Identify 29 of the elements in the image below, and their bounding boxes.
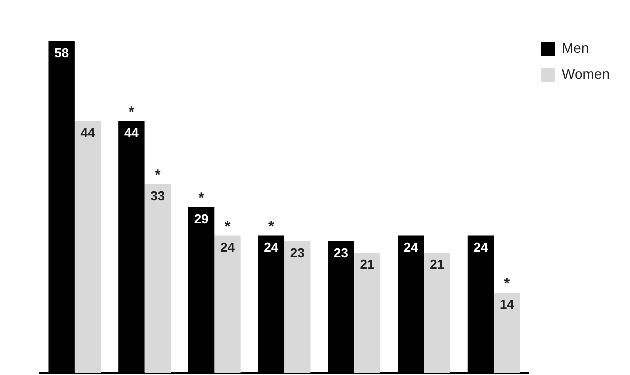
annotation: * <box>224 218 231 236</box>
data-label: 29 <box>194 211 209 226</box>
data-label: 14 <box>500 297 516 312</box>
bar <box>144 184 171 373</box>
bar <box>74 121 102 373</box>
bar <box>354 252 381 373</box>
data-label: 23 <box>290 246 305 261</box>
legend-label: Women <box>562 66 610 82</box>
bar <box>494 292 520 373</box>
data-label: 44 <box>124 126 140 141</box>
data-label: 33 <box>150 188 166 204</box>
bar <box>424 252 450 373</box>
data-label: 24 <box>474 240 489 255</box>
data-label: 21 <box>360 257 375 272</box>
legend-label: Men <box>562 40 590 56</box>
annotation: * <box>128 104 135 122</box>
annotation: * <box>504 276 510 293</box>
data-label: 24 <box>264 240 280 255</box>
data-label: 24 <box>220 240 236 255</box>
annotation: * <box>154 166 161 184</box>
data-label: 44 <box>80 126 96 141</box>
data-label: 23 <box>334 246 349 261</box>
data-label: 24 <box>404 240 420 255</box>
data-label: 21 <box>430 257 445 272</box>
data-label: 58 <box>54 46 70 61</box>
bar <box>284 242 311 373</box>
bar <box>214 236 241 373</box>
annotation: * <box>268 218 274 236</box>
annotation: * <box>198 190 205 207</box>
